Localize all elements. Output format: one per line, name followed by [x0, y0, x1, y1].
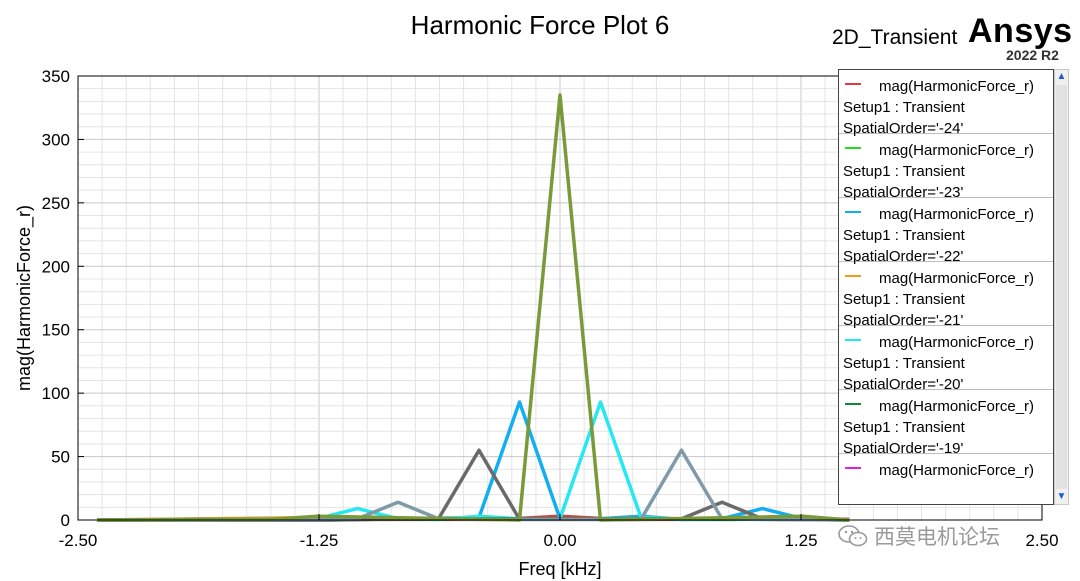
legend-swatch [845, 275, 861, 277]
legend-swatch [845, 211, 861, 213]
ansys-logo: Ansys [968, 12, 1073, 50]
legend-text: Setup1 : Transient [843, 291, 965, 308]
legend-text: mag(HarmonicForce_r) [879, 142, 1035, 159]
legend-text: mag(HarmonicForce_r) [879, 206, 1035, 223]
legend-text: Setup1 : Transient [843, 419, 965, 436]
y-tick-label: 0 [61, 511, 70, 530]
y-tick-label: 300 [42, 130, 70, 149]
legend-swatch [845, 83, 861, 85]
legend-text: mag(HarmonicForce_r) [879, 398, 1035, 415]
legend-text: SpatialOrder='-21' [843, 312, 964, 329]
legend-scrollbar[interactable]: ▲ ▼ [1054, 69, 1069, 505]
legend-text: mag(HarmonicForce_r) [879, 78, 1035, 95]
legend-text: SpatialOrder='-20' [843, 376, 964, 393]
x-tick-label: 0.00 [543, 531, 576, 550]
legend-swatch [845, 467, 861, 469]
x-tick-label: 2.50 [1025, 531, 1058, 550]
scroll-thumb[interactable] [1056, 85, 1067, 489]
watermark: 西莫电机论坛 [838, 521, 1000, 551]
wechat-icon [838, 525, 868, 547]
y-tick-label: 150 [42, 321, 70, 340]
y-tick-label: 50 [51, 448, 70, 467]
scroll-down-arrow-icon[interactable]: ▼ [1056, 491, 1067, 502]
design-name: 2D_Transient [832, 26, 958, 49]
legend-entry[interactable]: mag(HarmonicForce_r) Setup1 : Transient Sp… [839, 262, 1053, 329]
chart-title: Harmonic Force Plot 6 [410, 10, 670, 40]
scroll-up-arrow-icon[interactable]: ▲ [1056, 71, 1067, 82]
x-tick-label: -1.25 [300, 531, 339, 550]
y-tick-label: 100 [42, 384, 70, 403]
x-tick-label: 1.25 [784, 531, 817, 550]
axis-ticks: -2.50 -1.25 0.00 1.25 2.50 0 50 100 150 200 250 300… [42, 67, 1059, 550]
legend-panel[interactable]: mag(HarmonicForce_r) Setup1 : Transient Sp… [838, 69, 1054, 505]
legend-text: SpatialOrder='-22' [843, 248, 964, 265]
y-tick-label: 250 [42, 194, 70, 213]
x-tick-label: -2.50 [59, 531, 98, 550]
legend-entry[interactable]: mag(HarmonicForce_r) Setup1 : Transient Sp… [839, 70, 1053, 137]
legend-entry[interactable]: mag(HarmonicForce_r) Setup1 : Transient Sp… [839, 390, 1053, 457]
legend-text: mag(HarmonicForce_r) [879, 334, 1035, 351]
watermark-text: 西莫电机论坛 [874, 526, 1000, 549]
legend-entry[interactable]: mag(HarmonicForce_r) Setup1 : Transient Sp… [839, 326, 1053, 393]
legend-text: SpatialOrder='-19' [843, 440, 964, 457]
x-axis-label: Freq [kHz] [518, 559, 601, 579]
version-label: 2022 R2 [1006, 47, 1059, 63]
legend-entry[interactable]: mag(HarmonicForce_r) Setup1 : Transient Sp… [839, 198, 1053, 265]
y-tick-label: 350 [42, 67, 70, 86]
legend-entry[interactable]: mag(HarmonicForce_r) Setup1 : Transient Sp… [839, 134, 1053, 201]
legend-text: Setup1 : Transient [843, 355, 965, 372]
series-line [97, 448, 850, 522]
legend-text: Setup1 : Transient [843, 99, 965, 116]
legend-swatch [845, 403, 861, 405]
legend-text: mag(HarmonicForce_r) [879, 270, 1035, 287]
legend-text: Setup1 : Transient [843, 163, 965, 180]
legend-text: Setup1 : Transient [843, 227, 965, 244]
legend-entry[interactable]: mag(HarmonicForce_r) [839, 454, 1053, 504]
legend-text: SpatialOrder='-23' [843, 184, 964, 201]
legend-swatch [845, 339, 861, 341]
y-tick-label: 200 [42, 257, 70, 276]
legend-swatch [845, 147, 861, 149]
legend-text: mag(HarmonicForce_r) [879, 462, 1035, 479]
legend-text: SpatialOrder='-24' [843, 120, 964, 137]
y-axis-label: mag(HarmonicForce_r) [14, 205, 35, 391]
